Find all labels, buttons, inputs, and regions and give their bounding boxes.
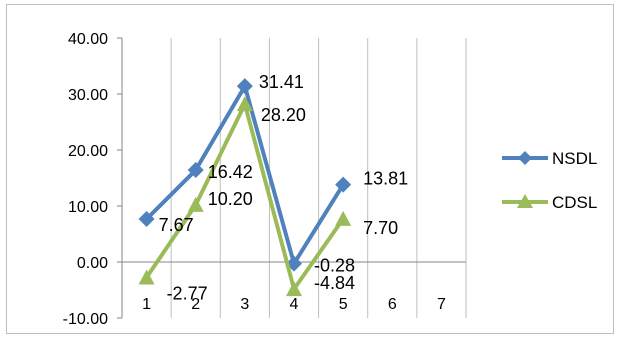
legend: NSDL CDSL bbox=[502, 149, 597, 212]
y-tick-labels: -10.00 0.00 10.00 20.00 30.00 40.00 bbox=[63, 31, 108, 328]
legend-marker-cdsl bbox=[517, 194, 533, 208]
data-point-nsdl bbox=[236, 78, 253, 95]
y-tick-label: 0.00 bbox=[77, 255, 108, 272]
data-label-cdsl: -4.84 bbox=[314, 273, 355, 293]
data-label-nsdl: 31.41 bbox=[259, 72, 304, 92]
data-point-cdsl bbox=[335, 210, 352, 226]
chart-frame bbox=[6, 4, 614, 334]
x-tick-label: 3 bbox=[240, 296, 249, 313]
x-tick-label: 2 bbox=[191, 296, 200, 313]
data-point-nsdl bbox=[187, 162, 204, 179]
y-tick-label: 30.00 bbox=[68, 87, 108, 104]
gridlines bbox=[170, 38, 467, 318]
data-point-cdsl bbox=[187, 196, 204, 212]
data-point-cdsl bbox=[138, 269, 155, 285]
y-tick-label: 20.00 bbox=[68, 143, 108, 160]
data-label-cdsl: 10.20 bbox=[208, 189, 253, 209]
x-tick-label: 7 bbox=[437, 296, 446, 313]
data-point-nsdl bbox=[138, 211, 155, 228]
legend-label-cdsl: CDSL bbox=[552, 193, 597, 212]
x-tick-label: 1 bbox=[142, 296, 151, 313]
data-label-nsdl: 13.81 bbox=[363, 169, 408, 189]
data-label-cdsl: -2.77 bbox=[167, 284, 208, 304]
y-tick-label: -10.00 bbox=[63, 311, 108, 328]
legend-marker-nsdl bbox=[518, 151, 532, 165]
data-point-cdsl bbox=[286, 281, 302, 297]
data-label-nsdl: 16.42 bbox=[208, 162, 253, 182]
series-layer bbox=[138, 78, 352, 297]
data-label-cdsl: 28.20 bbox=[261, 105, 306, 125]
x-tick-label: 5 bbox=[339, 296, 348, 313]
legend-label-nsdl: NSDL bbox=[552, 149, 597, 168]
x-tick-label: 6 bbox=[388, 296, 397, 313]
x-tick-label: 4 bbox=[290, 296, 299, 313]
y-tick-label: 10.00 bbox=[68, 199, 108, 216]
data-label-cdsl: 7.70 bbox=[363, 218, 398, 238]
data-labels-layer: 7.67 16.42 31.41 -0.28 13.81 -2.77 10.20 28.20 -… bbox=[159, 72, 409, 303]
data-label-nsdl: 7.67 bbox=[159, 215, 194, 235]
data-point-cdsl bbox=[236, 96, 253, 112]
y-tick-label: 40.00 bbox=[68, 31, 108, 48]
data-point-nsdl bbox=[335, 176, 352, 193]
x-tick-labels: 1 2 3 4 5 6 7 bbox=[142, 296, 446, 313]
data-label-nsdl: -0.28 bbox=[314, 256, 355, 276]
